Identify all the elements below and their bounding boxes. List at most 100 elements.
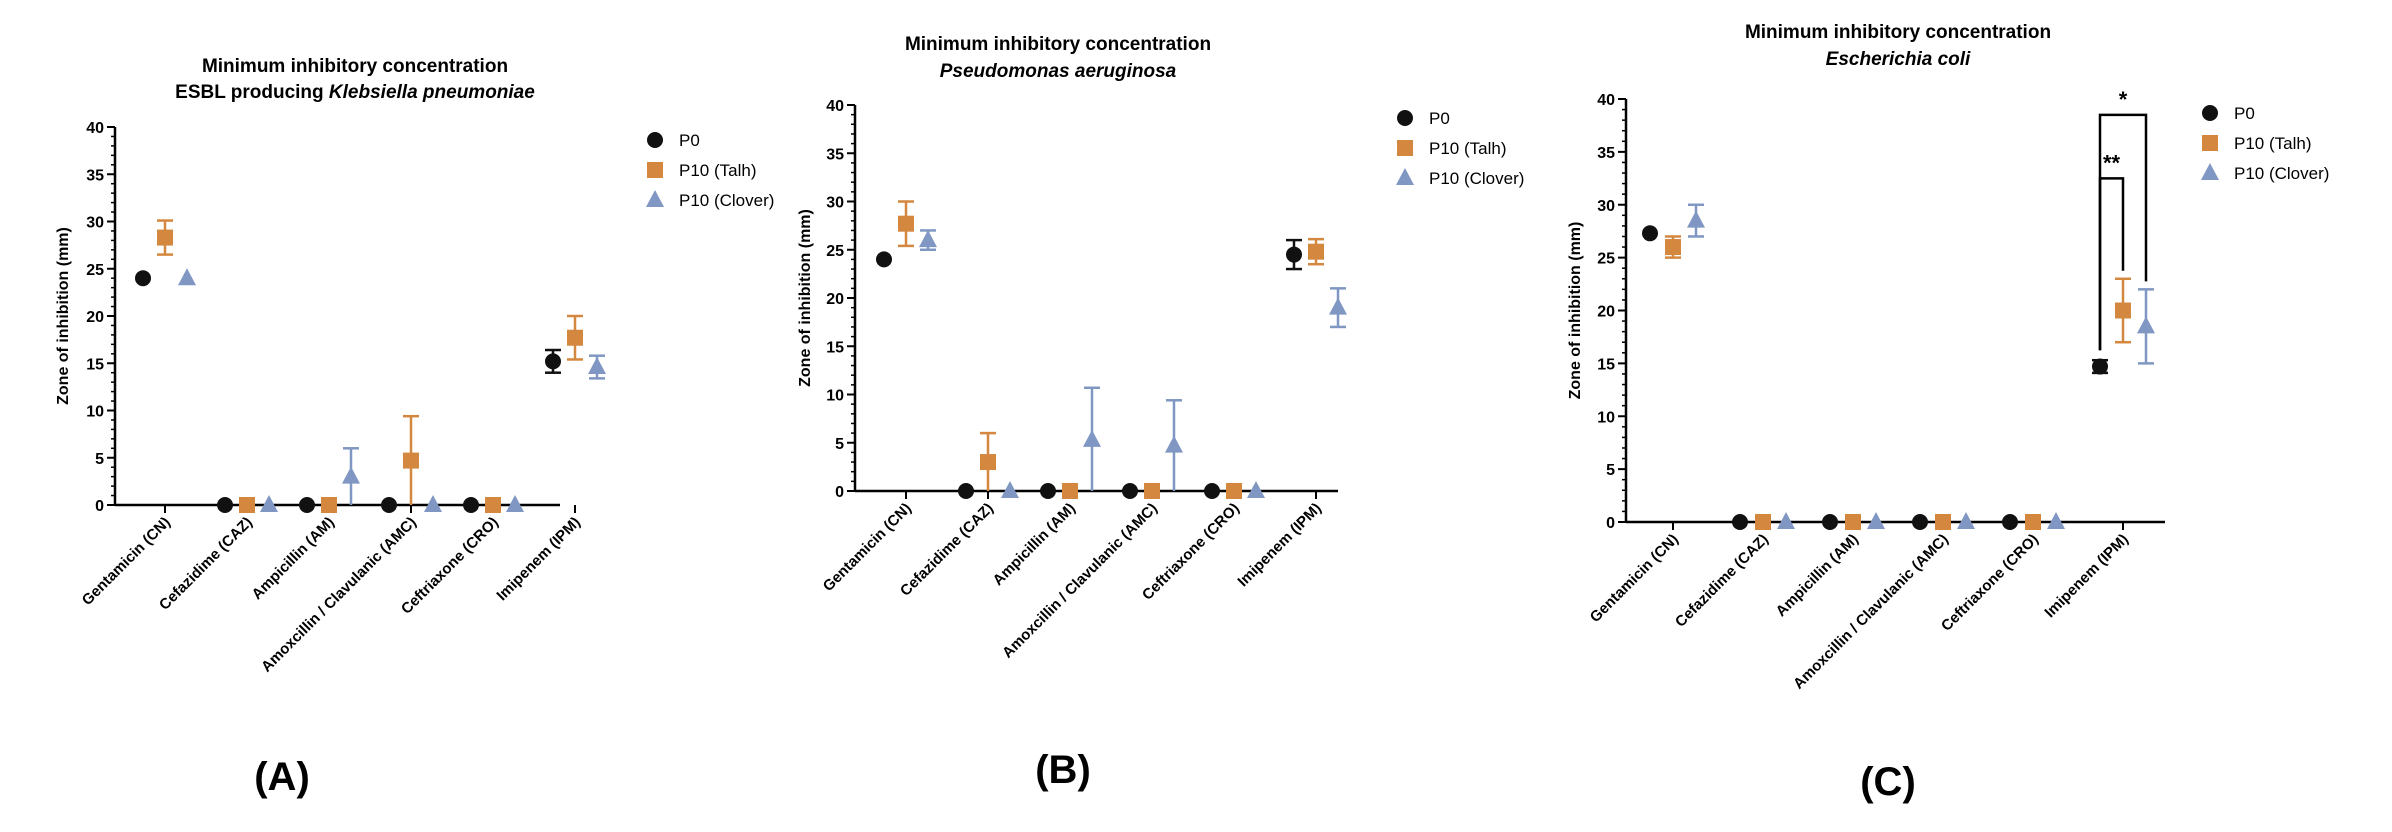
data-point-p10-clover — [1083, 429, 1101, 447]
panel-label: (B) — [1035, 748, 1091, 792]
x-tick-label: Ampicillin (AM) — [1773, 531, 1862, 620]
data-point-p10-clover — [1247, 481, 1265, 498]
data-point-p0 — [463, 497, 479, 513]
y-tick-label: 40 — [1597, 92, 1615, 109]
panel-label: (C) — [1860, 760, 1916, 804]
chart-title: Minimum inhibitory concentration — [1745, 22, 2051, 43]
x-tick-label: Amoxcillin / Clavulanic (AMC) — [1790, 531, 1952, 693]
subtitle-species: Escherichia coli — [1826, 49, 1971, 70]
y-tick-label: 30 — [86, 215, 104, 232]
x-tick-label: Amoxcillin / Clavulanic (AMC) — [258, 514, 420, 676]
significance-label: * — [2119, 87, 2128, 112]
data-point-p0 — [217, 497, 233, 513]
data-point-p0 — [2202, 105, 2218, 121]
y-tick-label: 40 — [86, 120, 104, 137]
y-tick-label: 15 — [86, 356, 104, 373]
data-point-p0 — [135, 270, 151, 287]
chart-panel: Minimum inhibitory concentration Pseudomo… — [797, 34, 1524, 792]
y-tick-label: 15 — [1597, 356, 1615, 373]
chart-title: Minimum inhibitory concentration — [202, 56, 508, 77]
data-point-p10-clover — [178, 268, 196, 286]
data-point-p10-talh — [1144, 483, 1160, 499]
panel-label: (A) — [254, 755, 310, 799]
data-point-p0 — [1912, 514, 1928, 530]
y-tick-label: 20 — [1597, 304, 1615, 321]
y-tick-label: 40 — [826, 98, 844, 115]
data-point-p10-talh — [647, 162, 663, 178]
legend-label: P0 — [2234, 104, 2255, 123]
data-point-p10-talh — [321, 497, 337, 513]
data-point-p0 — [876, 251, 892, 268]
y-tick-label: 5 — [835, 436, 844, 453]
data-point-p10-clover — [260, 495, 278, 512]
y-tick-label: 0 — [835, 484, 844, 501]
significance-label: ** — [2103, 150, 2121, 175]
data-point-p10-clover — [646, 190, 664, 207]
y-axis-label: Zone of inhibition (mm) — [1567, 222, 1584, 400]
data-point-p10-talh — [485, 497, 501, 513]
y-tick-label: 0 — [1606, 515, 1615, 532]
data-point-p10-talh — [403, 452, 419, 469]
data-point-p10-talh — [1935, 514, 1951, 530]
legend-label: P0 — [679, 131, 700, 150]
legend-label: P10 (Talh) — [679, 161, 756, 180]
x-tick-label: Gentamicin (CN) — [79, 514, 174, 609]
y-tick-label: 35 — [1597, 145, 1615, 162]
data-point-p10-talh — [1665, 239, 1681, 256]
data-point-p10-talh — [239, 497, 255, 513]
data-point-p10-clover — [2201, 163, 2219, 180]
y-tick-label: 0 — [95, 498, 104, 515]
legend-label: P10 (Clover) — [679, 191, 774, 210]
x-tick-label: Ampicillin (AM) — [249, 514, 338, 603]
y-tick-label: 25 — [826, 243, 844, 260]
data-point-p0 — [1122, 483, 1138, 499]
chart-subtitle: Pseudomonas aeruginosa — [940, 61, 1177, 82]
legend-label: P10 (Clover) — [1429, 169, 1524, 188]
x-tick-label: Gentamicin (CN) — [1587, 531, 1682, 626]
legend-label: P10 (Clover) — [2234, 164, 2329, 183]
data-point-p10-clover — [2137, 316, 2155, 334]
x-tick-label: Ampicillin (AM) — [990, 500, 1079, 589]
data-point-p0 — [1732, 514, 1748, 530]
x-tick-label: Cefazidime (CAZ) — [1672, 531, 1772, 631]
x-tick-label: Imipenem (IPM) — [493, 514, 583, 604]
y-tick-label: 20 — [86, 309, 104, 326]
subtitle-species: Klebsiella pneumoniae — [329, 82, 535, 103]
y-tick-label: 20 — [826, 291, 844, 308]
y-tick-label: 10 — [1597, 409, 1615, 426]
y-tick-label: 30 — [826, 195, 844, 212]
data-point-p10-talh — [1062, 483, 1078, 499]
data-point-p0 — [1040, 483, 1056, 499]
data-point-p10-clover — [588, 357, 606, 375]
data-point-p10-clover — [1777, 512, 1795, 529]
y-axis-label: Zone of inhibition (mm) — [797, 209, 814, 387]
chart-panel: Minimum inhibitory concentration Escheric… — [1567, 22, 2329, 804]
data-point-p10-clover — [342, 466, 360, 484]
x-tick-label: Amoxcillin / Clavulanic (AMC) — [999, 500, 1161, 662]
x-tick-label: Imipenem (IPM) — [1234, 500, 1324, 590]
x-tick-label: Cefazidime (CAZ) — [897, 500, 997, 600]
y-tick-label: 35 — [826, 146, 844, 163]
y-tick-label: 10 — [826, 388, 844, 405]
data-point-p10-clover — [506, 495, 524, 512]
significance-bracket — [2098, 177, 2125, 351]
x-tick-label: Imipenem (IPM) — [2041, 531, 2131, 621]
data-point-p10-talh — [567, 329, 583, 346]
y-axis-label: Zone of inhibition (mm) — [55, 227, 72, 405]
data-point-p0 — [1397, 110, 1413, 126]
chart-panel: Minimum inhibitory concentration ESBL pro… — [55, 56, 774, 799]
data-point-p0 — [2002, 514, 2018, 530]
y-tick-label: 30 — [1597, 198, 1615, 215]
data-point-p0 — [545, 353, 561, 370]
data-point-p10-clover — [1329, 297, 1347, 315]
chart-title: Minimum inhibitory concentration — [905, 34, 1211, 55]
data-point-p0 — [299, 497, 315, 513]
data-point-p0 — [381, 497, 397, 513]
data-point-p10-talh — [1397, 140, 1413, 156]
data-point-p0 — [1642, 225, 1658, 242]
subtitle-species: Pseudomonas aeruginosa — [940, 61, 1177, 82]
chart-subtitle: Escherichia coli — [1826, 49, 1971, 70]
legend-label: P10 (Talh) — [2234, 134, 2311, 153]
legend-label: P0 — [1429, 109, 1450, 128]
